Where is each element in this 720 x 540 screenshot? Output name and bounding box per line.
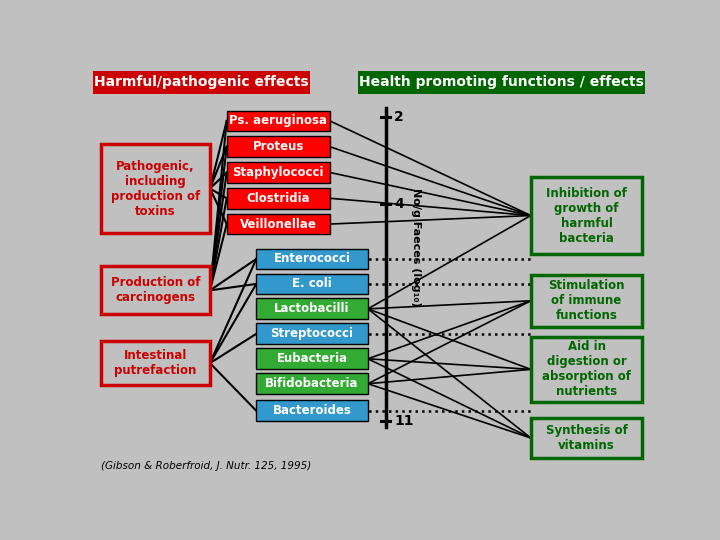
Text: Pathogenic,
including
production of
toxins: Pathogenic, including production of toxi… — [111, 159, 200, 218]
FancyBboxPatch shape — [101, 144, 210, 233]
Text: E. coli: E. coli — [292, 278, 332, 291]
FancyBboxPatch shape — [256, 299, 368, 319]
Text: Production of
carcinogens: Production of carcinogens — [111, 276, 200, 305]
FancyBboxPatch shape — [256, 400, 368, 421]
FancyBboxPatch shape — [227, 162, 330, 183]
FancyBboxPatch shape — [531, 177, 642, 254]
Text: Bifidobacteria: Bifidobacteria — [266, 377, 359, 390]
FancyBboxPatch shape — [256, 323, 368, 344]
Text: Lactobacilli: Lactobacilli — [274, 302, 350, 315]
Text: 11: 11 — [394, 414, 413, 428]
FancyBboxPatch shape — [531, 418, 642, 458]
Text: Stimulation
of immune
functions: Stimulation of immune functions — [549, 279, 625, 322]
FancyBboxPatch shape — [227, 136, 330, 157]
Text: Intestinal
putrefaction: Intestinal putrefaction — [114, 349, 197, 377]
FancyBboxPatch shape — [531, 337, 642, 402]
Text: 2: 2 — [394, 110, 404, 124]
FancyBboxPatch shape — [256, 248, 368, 269]
FancyBboxPatch shape — [227, 188, 330, 208]
FancyBboxPatch shape — [531, 275, 642, 327]
Text: Harmful/pathogenic effects: Harmful/pathogenic effects — [94, 76, 309, 90]
FancyBboxPatch shape — [101, 266, 210, 314]
Text: Eubacteria: Eubacteria — [276, 352, 348, 365]
Text: Clostridia: Clostridia — [246, 192, 310, 205]
FancyBboxPatch shape — [227, 111, 330, 131]
Text: Streptococci: Streptococci — [271, 327, 354, 340]
FancyBboxPatch shape — [256, 373, 368, 394]
Text: Synthesis of
vitamins: Synthesis of vitamins — [546, 424, 628, 452]
Text: No/g Faeces (log₁₀): No/g Faeces (log₁₀) — [411, 188, 421, 307]
Text: Enterococci: Enterococci — [274, 253, 351, 266]
Text: Proteus: Proteus — [253, 140, 304, 153]
FancyBboxPatch shape — [256, 274, 368, 294]
Text: Bacteroides: Bacteroides — [273, 404, 351, 417]
Text: Aid in
digestion or
absorption of
nutrients: Aid in digestion or absorption of nutrie… — [542, 340, 631, 399]
Text: (Gibson & Roberfroid, J. Nutr. 125, 1995): (Gibson & Roberfroid, J. Nutr. 125, 1995… — [101, 461, 312, 471]
Text: Ps. aeruginosa: Ps. aeruginosa — [230, 114, 328, 127]
Text: Veillonellae: Veillonellae — [240, 218, 317, 231]
FancyBboxPatch shape — [93, 71, 310, 94]
Text: 4: 4 — [394, 197, 404, 211]
Text: Inhibition of
growth of
harmful
bacteria: Inhibition of growth of harmful bacteria — [546, 186, 627, 245]
FancyBboxPatch shape — [256, 348, 368, 369]
Text: Health promoting functions / effects: Health promoting functions / effects — [359, 76, 644, 90]
FancyBboxPatch shape — [101, 341, 210, 385]
Text: Staphylococci: Staphylococci — [233, 166, 324, 179]
FancyBboxPatch shape — [358, 71, 645, 94]
FancyBboxPatch shape — [227, 214, 330, 234]
